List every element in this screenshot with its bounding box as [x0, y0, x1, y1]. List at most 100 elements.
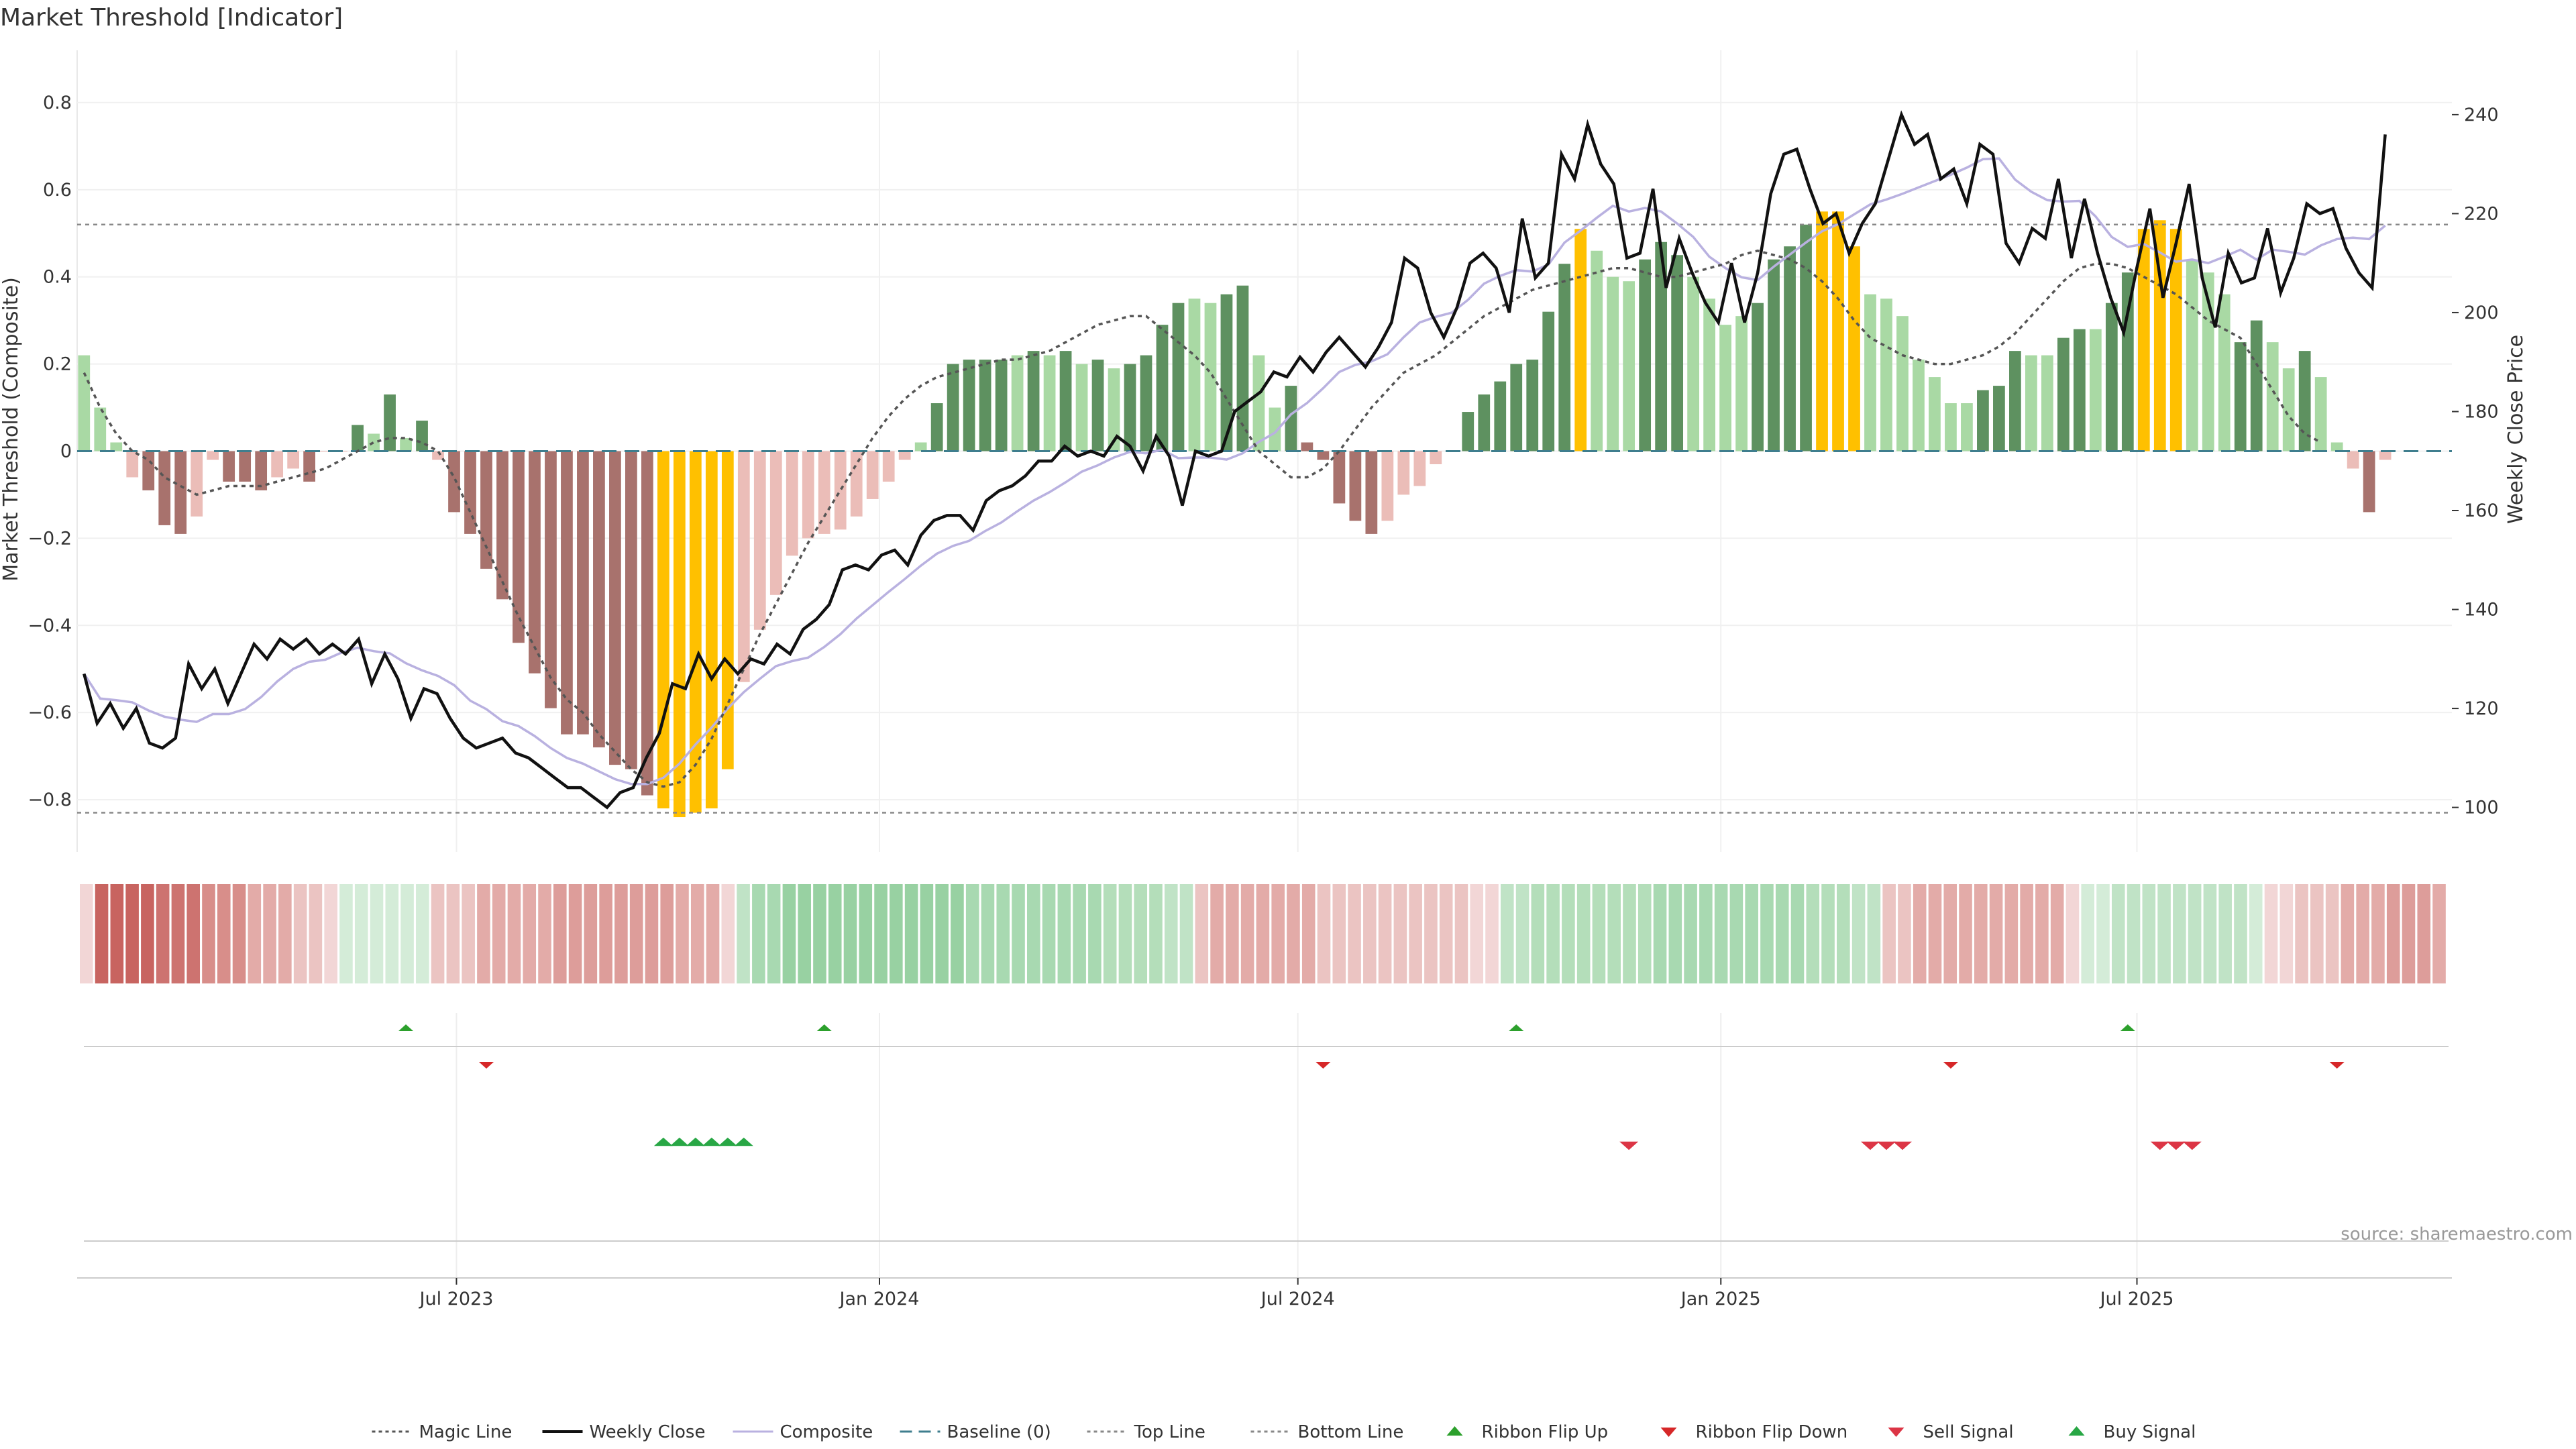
ribbon-cell: [324, 884, 337, 983]
ribbon-cell: [1607, 884, 1621, 983]
ribbon-cell: [1317, 884, 1331, 983]
ribbon-cell: [110, 884, 124, 983]
right-axis-ticks: 100 120 140 160 180 200 220 240: [2452, 105, 2499, 818]
ribbon-cell: [2432, 884, 2446, 983]
legend-label: Composite: [780, 1422, 873, 1442]
composite-bar: [1365, 451, 1378, 534]
legend-item: Weekly Close: [542, 1422, 706, 1442]
ribbon-cell: [309, 884, 323, 983]
ribbon-cell: [1027, 884, 1040, 983]
composite-bar: [2186, 259, 2198, 451]
composite-bar: [2250, 320, 2263, 451]
ribbon-cell: [523, 884, 537, 983]
y2-tick-label: 200: [2464, 303, 2499, 323]
composite-bar: [1848, 246, 1860, 451]
ribbon-cell: [965, 884, 979, 983]
y-tick-label: −0.8: [28, 790, 72, 810]
ribbon-cell: [339, 884, 353, 983]
composite-bar: [1156, 325, 1169, 451]
legend-swatch: [1888, 1428, 1904, 1437]
ribbon-cell: [890, 884, 903, 983]
composite-bar: [207, 451, 219, 460]
composite-bar: [1703, 299, 1715, 451]
composite-bar: [1043, 355, 1056, 451]
legend-label: Baseline (0): [947, 1422, 1051, 1442]
composite-bar: [1993, 386, 2005, 451]
legend-item: Bottom Line: [1250, 1422, 1404, 1442]
ribbon-cell: [1760, 884, 1774, 983]
ribbon-cell: [462, 884, 475, 983]
composite-bar: [255, 451, 268, 490]
composite-bar: [1687, 276, 1699, 451]
composite-bar: [2025, 355, 2037, 451]
ribbon-cell: [1851, 884, 1866, 983]
ribbon-cell: [2111, 884, 2125, 983]
ribbon-cell: [996, 884, 1010, 983]
ribbon-cell: [1837, 884, 1850, 983]
composite-bar: [2298, 351, 2311, 451]
ribbon-cell: [1409, 884, 1422, 983]
ribbon-cell: [1378, 884, 1392, 983]
ribbon-cell: [1226, 884, 1239, 983]
composite-bar: [191, 451, 203, 517]
x-tick-label: Jan 2024: [839, 1289, 920, 1309]
legend-item: Sell Signal: [1888, 1422, 2014, 1442]
composite-bar: [1220, 294, 1233, 451]
composite-bar: [1735, 316, 1748, 451]
composite-bar: [1301, 442, 1313, 451]
composite-bar: [1816, 211, 1828, 451]
ribbon-cell: [507, 884, 521, 983]
composite-bar: [561, 451, 573, 735]
x-tick-label: Jul 2025: [2099, 1289, 2174, 1309]
legend-swatch: [1446, 1426, 1463, 1436]
ribbon-cell: [400, 884, 414, 983]
legend-label: Bottom Line: [1298, 1422, 1404, 1442]
composite-bar: [432, 451, 444, 460]
legend-label: Weekly Close: [590, 1422, 706, 1442]
sell-signal-marker: [2166, 1141, 2186, 1150]
ribbon-cell: [1301, 884, 1316, 983]
composite-bar: [2218, 294, 2231, 451]
composite-bar: [464, 451, 476, 534]
composite-bar: [1269, 407, 1281, 451]
ribbon-cell: [370, 884, 384, 983]
ribbon-cell: [80, 884, 93, 983]
signals-gridlines: [455, 1013, 2138, 1278]
ribbon-cell: [1684, 884, 1697, 983]
ribbon-cell: [1363, 884, 1377, 983]
ribbon-cell: [568, 884, 582, 983]
ribbon-cell: [1775, 884, 1789, 983]
ribbon-cell: [2096, 884, 2110, 983]
ribbon-cell: [737, 884, 750, 983]
composite-bar: [1832, 211, 1844, 451]
composite-bar: [2153, 220, 2166, 451]
buy-signal-marker: [718, 1137, 737, 1146]
ribbon-cell: [2081, 884, 2095, 983]
ribbon-cell: [1882, 884, 1896, 983]
ribbon-cell: [920, 884, 934, 983]
ribbon-cell: [1623, 884, 1636, 983]
composite-bar: [737, 451, 750, 682]
composite-bars: [78, 211, 2392, 818]
ribbon-cell: [2157, 884, 2171, 983]
ribbon-cell: [263, 884, 276, 983]
ribbon-cell: [1806, 884, 1820, 983]
composite-bar: [223, 451, 235, 482]
x-tick-label: Jul 2023: [419, 1289, 494, 1309]
ribbon-cell: [1821, 884, 1835, 983]
ribbon-cell: [2341, 884, 2355, 983]
ribbon-cell: [859, 884, 873, 983]
ribbon-cell: [1501, 884, 1514, 983]
composite-bar: [2314, 377, 2327, 451]
ribbon-cell: [1790, 884, 1805, 983]
y2-tick-label: 140: [2464, 600, 2499, 621]
composite-bar: [1977, 390, 1989, 451]
composite-bar: [577, 451, 589, 735]
composite-bar: [1800, 224, 1812, 451]
composite-bar: [1752, 303, 1764, 451]
composite-bar: [802, 451, 814, 539]
composite-bar: [1285, 386, 1297, 451]
composite-bar: [963, 360, 975, 451]
ribbon-cell: [1454, 884, 1468, 983]
legend-label: Buy Signal: [2104, 1422, 2196, 1442]
